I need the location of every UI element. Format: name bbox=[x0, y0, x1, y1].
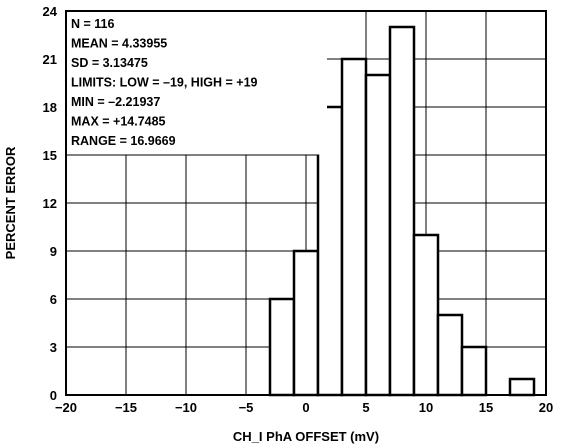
x-axis-title: CH_I PhA OFFSET (mV) bbox=[233, 429, 379, 444]
x-tick-label: 0 bbox=[302, 400, 309, 415]
y-tick-label: 0 bbox=[50, 388, 57, 403]
y-tick-labels: 0 3 6 9 12 15 18 21 24 bbox=[43, 4, 58, 403]
y-tick-label: 18 bbox=[43, 100, 57, 115]
stat-line: N = 116 bbox=[71, 17, 114, 31]
histogram-bar bbox=[388, 25, 416, 397]
y-tick-label: 21 bbox=[43, 52, 57, 67]
x-tick-label: −20 bbox=[55, 400, 77, 415]
x-tick-label: −5 bbox=[239, 400, 254, 415]
histogram-bar bbox=[364, 73, 392, 397]
x-tick-labels: −20 −15 −10 −5 0 5 10 15 20 bbox=[55, 400, 553, 415]
y-tick-label: 12 bbox=[43, 196, 57, 211]
x-tick-label: −10 bbox=[175, 400, 197, 415]
stat-line: RANGE = 16.9669 bbox=[71, 134, 176, 148]
y-axis-title: PERCENT ERROR bbox=[3, 146, 18, 259]
x-tick-label: 10 bbox=[419, 400, 433, 415]
x-tick-label: 20 bbox=[539, 400, 553, 415]
plot-frame bbox=[65, 10, 547, 396]
stat-line: MEAN = 4.33955 bbox=[71, 37, 167, 51]
y-tick-label: 3 bbox=[50, 340, 57, 355]
x-tick-label: 15 bbox=[479, 400, 493, 415]
histogram-bar bbox=[316, 105, 344, 397]
x-tick-label: −15 bbox=[115, 400, 137, 415]
stats-box-background bbox=[67, 12, 327, 155]
histogram-bar bbox=[460, 345, 488, 397]
histogram-bar bbox=[436, 313, 464, 397]
y-tick-label: 24 bbox=[43, 4, 58, 19]
stats-annotation-box: N = 116 MEAN = 4.33955 SD = 3.13475 LIMITS:… bbox=[67, 12, 327, 155]
y-tick-label: 6 bbox=[50, 292, 57, 307]
stat-line: SD = 3.13475 bbox=[71, 56, 148, 70]
histogram-bar bbox=[292, 249, 320, 397]
stat-line: MAX = +14.7485 bbox=[71, 115, 166, 129]
stat-line: LIMITS: LOW = –19, HIGH = +19 bbox=[71, 76, 258, 90]
histogram-bar bbox=[268, 297, 296, 397]
y-tick-label: 9 bbox=[50, 244, 57, 259]
histogram-bar bbox=[340, 57, 368, 397]
histogram-bar bbox=[508, 377, 536, 397]
stat-line: MIN = –2.21937 bbox=[71, 95, 160, 109]
x-tick-label: 5 bbox=[362, 400, 369, 415]
histogram-bar bbox=[412, 233, 440, 397]
y-tick-label: 15 bbox=[43, 148, 57, 163]
